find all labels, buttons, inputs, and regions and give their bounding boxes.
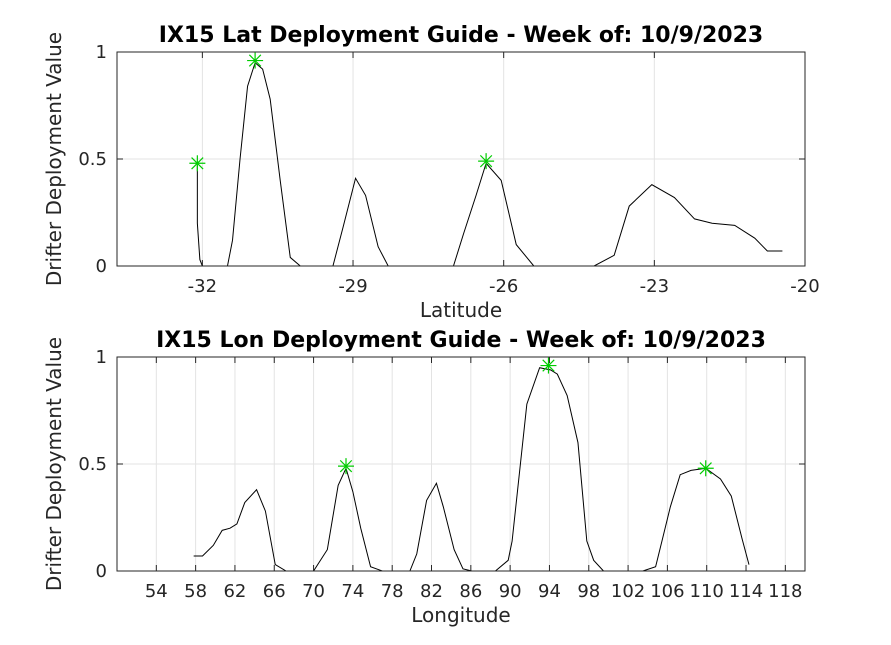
lon-x-tick-label: 66 [263,581,286,602]
lon-x-tick-label: 86 [459,581,482,602]
lat-series-line [196,61,783,267]
lon-x-tick-label: 94 [538,581,561,602]
lat-peak-marker [478,153,495,170]
lon-x-tick-label: 98 [577,581,600,602]
lat-chart-panel: IX15 Lat Deployment Guide - Week of: 10/… [42,23,820,322]
lon-y-axis-label: Drifter Deployment Value [42,337,66,591]
lon-y-tick-label: 1 [96,347,107,368]
lat-x-tick-label: -23 [640,276,669,297]
lat-chart-title: IX15 Lat Deployment Guide - Week of: 10/… [159,23,763,48]
lon-x-tick-label: 70 [302,581,325,602]
lon-x-tick-label: 58 [184,581,207,602]
lat-x-axis-label: Latitude [420,298,502,322]
lat-x-tick-label: -26 [489,276,518,297]
lon-y-tick-label: 0.5 [78,454,107,475]
lon-peak-marker [338,458,355,475]
lat-y-axis-label: Drifter Deployment Value [42,32,66,286]
lat-peak-marker [247,52,264,69]
lon-axes-frame [116,356,806,572]
lat-peak-marker [189,155,206,172]
lon-x-tick-label: 114 [729,581,763,602]
lat-x-tick-label: -32 [188,276,217,297]
lat-y-tick-label: 0 [96,256,107,277]
lon-x-tick-label: 118 [768,581,802,602]
lon-x-tick-label: 62 [223,581,246,602]
lon-x-tick-label: 110 [690,581,724,602]
lon-series-line [193,367,750,572]
lon-x-tick-label: 106 [650,581,684,602]
lon-x-tick-label: 78 [381,581,404,602]
lon-x-tick-label: 90 [499,581,522,602]
lat-y-tick-label: 0.5 [78,149,107,170]
lon-x-tick-label: 54 [145,581,168,602]
lat-y-tick-label: 1 [96,42,107,63]
lon-x-tick-label: 74 [341,581,364,602]
lon-chart-title: IX15 Lon Deployment Guide - Week of: 10/… [156,328,766,353]
lon-peak-marker [540,357,557,374]
lat-axes-frame [116,51,806,267]
lon-peak-marker [697,460,714,477]
lon-x-axis-label: Longitude [411,603,510,627]
lon-x-tick-label: 82 [420,581,443,602]
lon-chart-panel: IX15 Lon Deployment Guide - Week of: 10/… [42,328,806,627]
lat-x-tick-label: -20 [790,276,819,297]
lat-x-tick-label: -29 [338,276,367,297]
lon-y-tick-label: 0 [96,561,107,582]
lon-x-tick-label: 102 [611,581,645,602]
